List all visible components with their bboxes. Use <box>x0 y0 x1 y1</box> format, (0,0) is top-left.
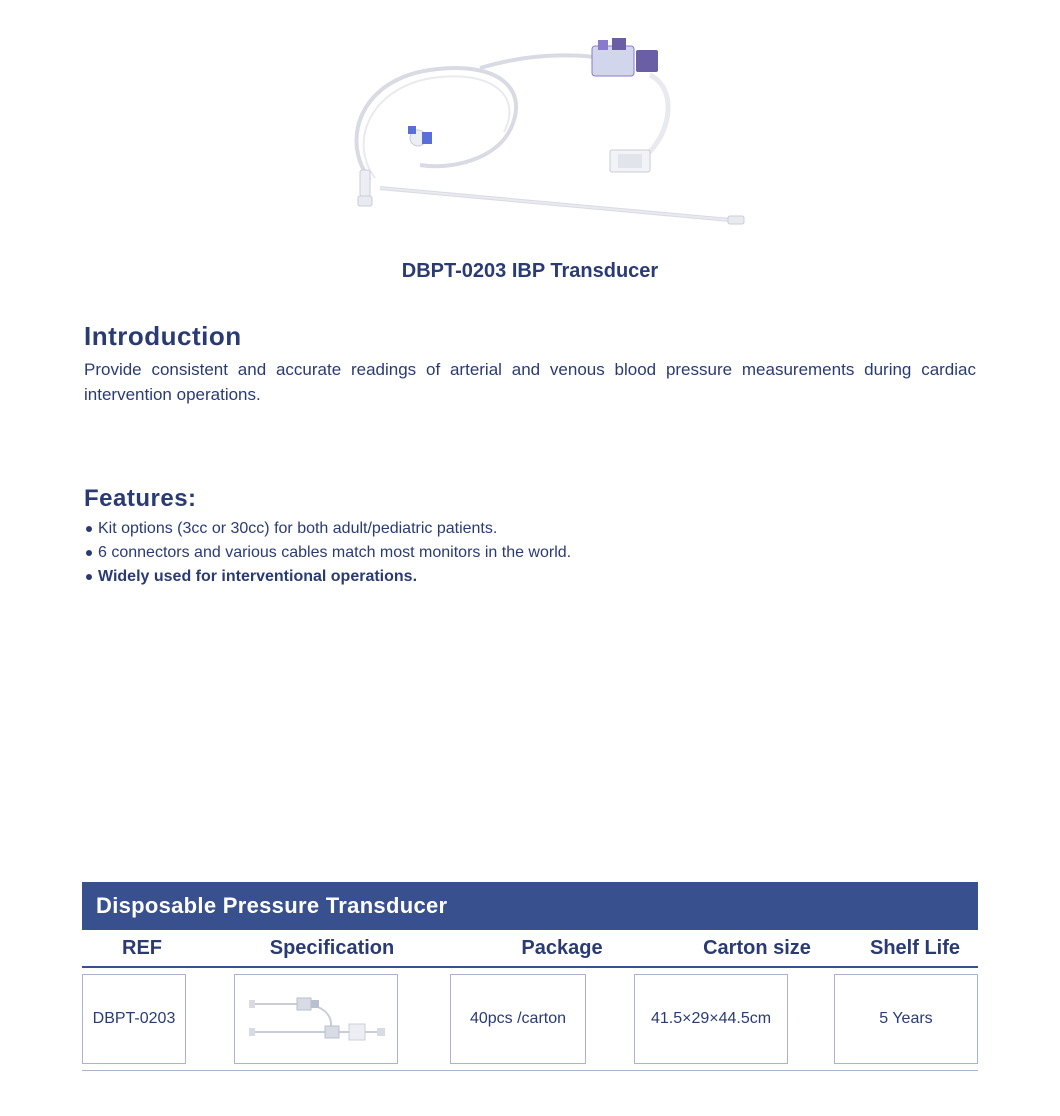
cell-shelf-life: 5 Years <box>834 974 978 1064</box>
features-heading: Features: <box>84 485 976 513</box>
feature-list: Kit options (3cc or 30cc) for both adult… <box>84 517 976 589</box>
feature-item: Kit options (3cc or 30cc) for both adult… <box>84 517 976 541</box>
cell-package: 40pcs /carton <box>450 974 586 1064</box>
cell-carton-size: 41.5×29×44.5cm <box>634 974 788 1064</box>
table-title: Disposable Pressure Transducer <box>82 882 978 930</box>
spec-table: Disposable Pressure Transducer REF Speci… <box>82 882 978 1071</box>
introduction-text: Provide consistent and accurate readings… <box>84 358 976 407</box>
col-header-ref: REF <box>82 937 202 960</box>
col-header-ctn: Carton size <box>662 937 852 960</box>
col-header-spec: Specification <box>202 937 462 960</box>
feature-item: 6 connectors and various cables match mo… <box>84 541 976 565</box>
feature-item: Widely used for interventional operation… <box>84 565 976 589</box>
col-header-pkg: Package <box>462 937 662 960</box>
col-header-shelf: Shelf Life <box>852 937 978 960</box>
cell-ref: DBPT-0203 <box>82 974 186 1064</box>
introduction-section: Introduction Provide consistent and accu… <box>0 321 1060 589</box>
introduction-heading: Introduction <box>84 321 976 352</box>
product-image <box>300 20 760 250</box>
table-header-row: REF Specification Package Carton size Sh… <box>82 930 978 968</box>
product-caption: DBPT-0203 IBP Transducer <box>0 260 1060 283</box>
spec-thumbnail <box>241 984 391 1054</box>
table-row: DBPT-0203 40pcs /carton 41.5×29×44.5cm 5… <box>82 968 978 1071</box>
cell-spec <box>234 974 398 1064</box>
product-image-container <box>0 0 1060 250</box>
